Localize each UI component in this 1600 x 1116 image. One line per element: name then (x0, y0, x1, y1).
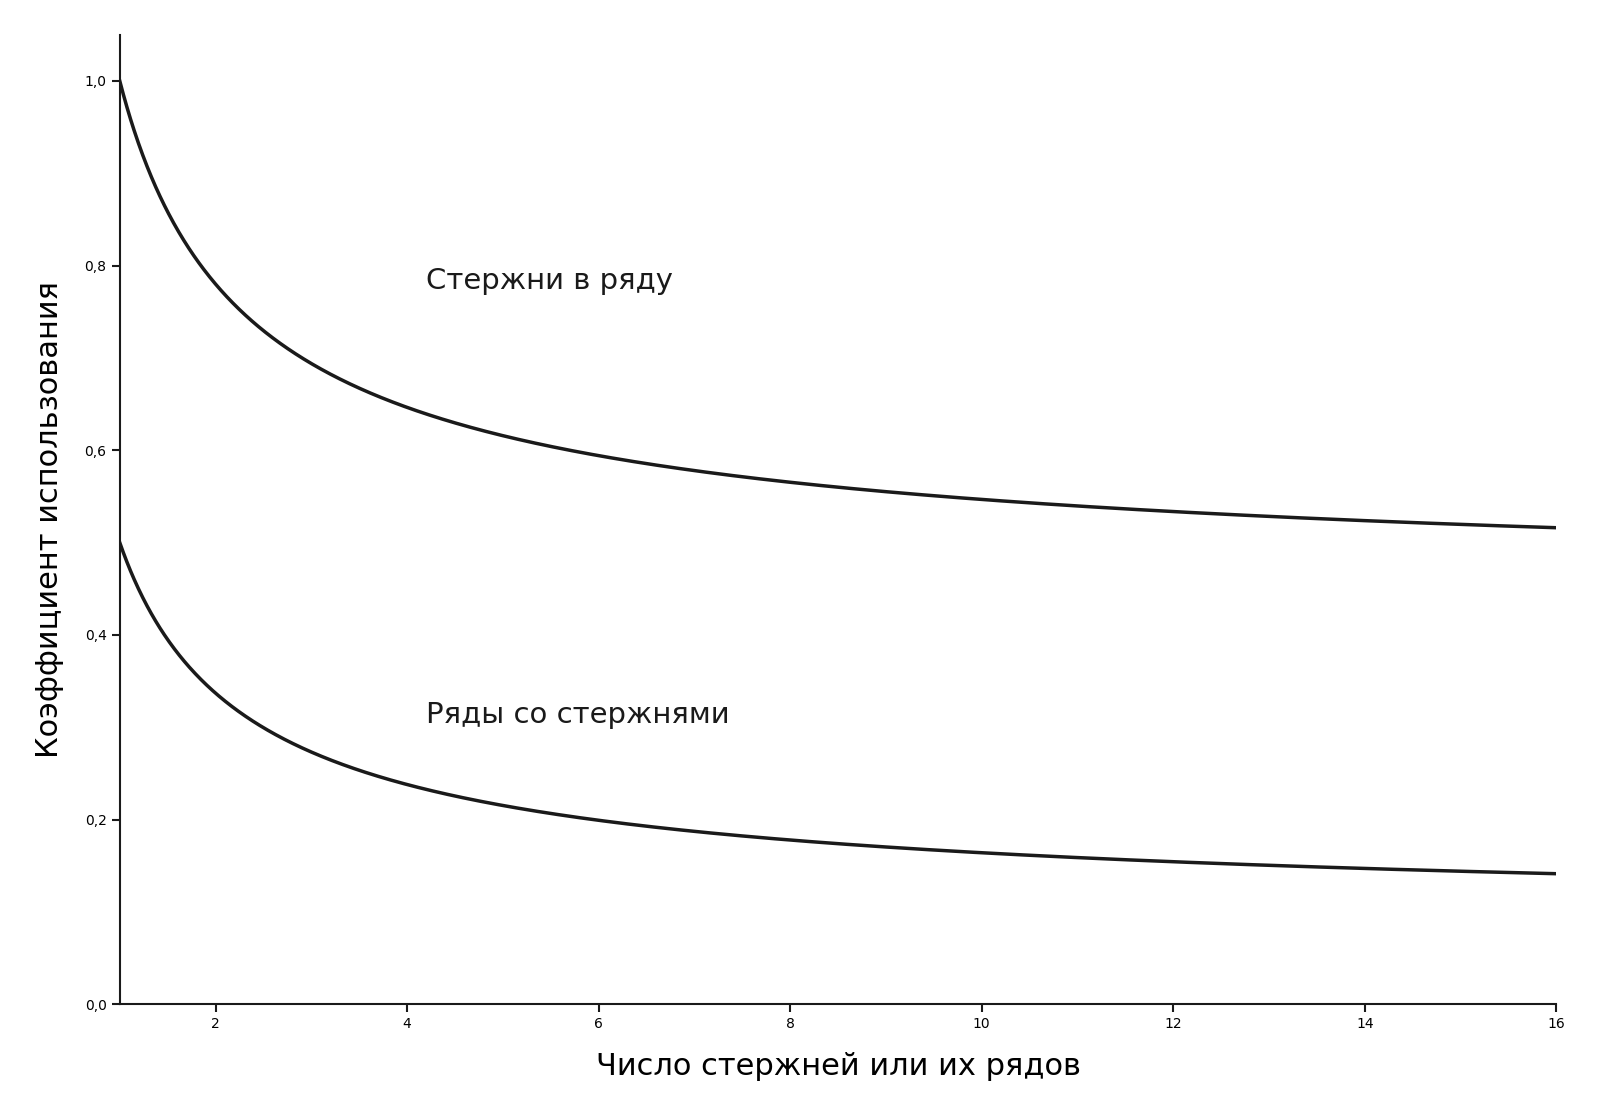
X-axis label: Число стержней или их рядов: Число стержней или их рядов (595, 1052, 1080, 1081)
Text: Ряды со стержнями: Ряды со стержнями (426, 701, 730, 729)
Y-axis label: Коэффициент использования: Коэффициент использования (35, 281, 64, 758)
Text: Стержни в ряду: Стержни в ряду (426, 267, 674, 295)
